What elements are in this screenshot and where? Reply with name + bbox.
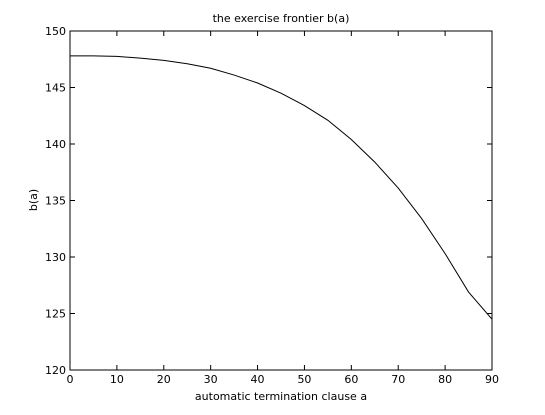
y-axis-ticks: 120 125 130 135 140 145 150	[45, 25, 492, 377]
x-tick-label-9: 90	[485, 373, 499, 386]
y-tick-label-1: 125	[45, 308, 66, 321]
y-tick-label-3: 135	[45, 195, 66, 208]
y-tick-label-0: 120	[45, 364, 66, 377]
x-tick-label-2: 20	[157, 373, 171, 386]
y-axis-label: b(a)	[27, 189, 40, 211]
x-tick-label-8: 80	[438, 373, 452, 386]
x-axis-ticks: 0 10 20 30 40 50 60 70 80 90	[67, 31, 499, 386]
x-tick-label-4: 40	[251, 373, 265, 386]
y-tick-label-4: 140	[45, 138, 66, 151]
chart-title: the exercise frontier b(a)	[213, 12, 350, 25]
x-tick-label-6: 60	[344, 373, 358, 386]
x-axis-label: automatic termination clause a	[195, 390, 367, 403]
series-line	[70, 55, 493, 320]
x-tick-label-5: 50	[297, 373, 311, 386]
y-tick-label-6: 150	[45, 25, 66, 38]
plot-area	[69, 30, 493, 371]
x-tick-label-0: 0	[67, 373, 74, 386]
x-tick-label-3: 30	[204, 373, 218, 386]
x-tick-label-1: 10	[110, 373, 124, 386]
y-tick-label-2: 130	[45, 251, 66, 264]
y-tick-label-5: 145	[45, 82, 66, 95]
x-tick-label-7: 70	[391, 373, 405, 386]
